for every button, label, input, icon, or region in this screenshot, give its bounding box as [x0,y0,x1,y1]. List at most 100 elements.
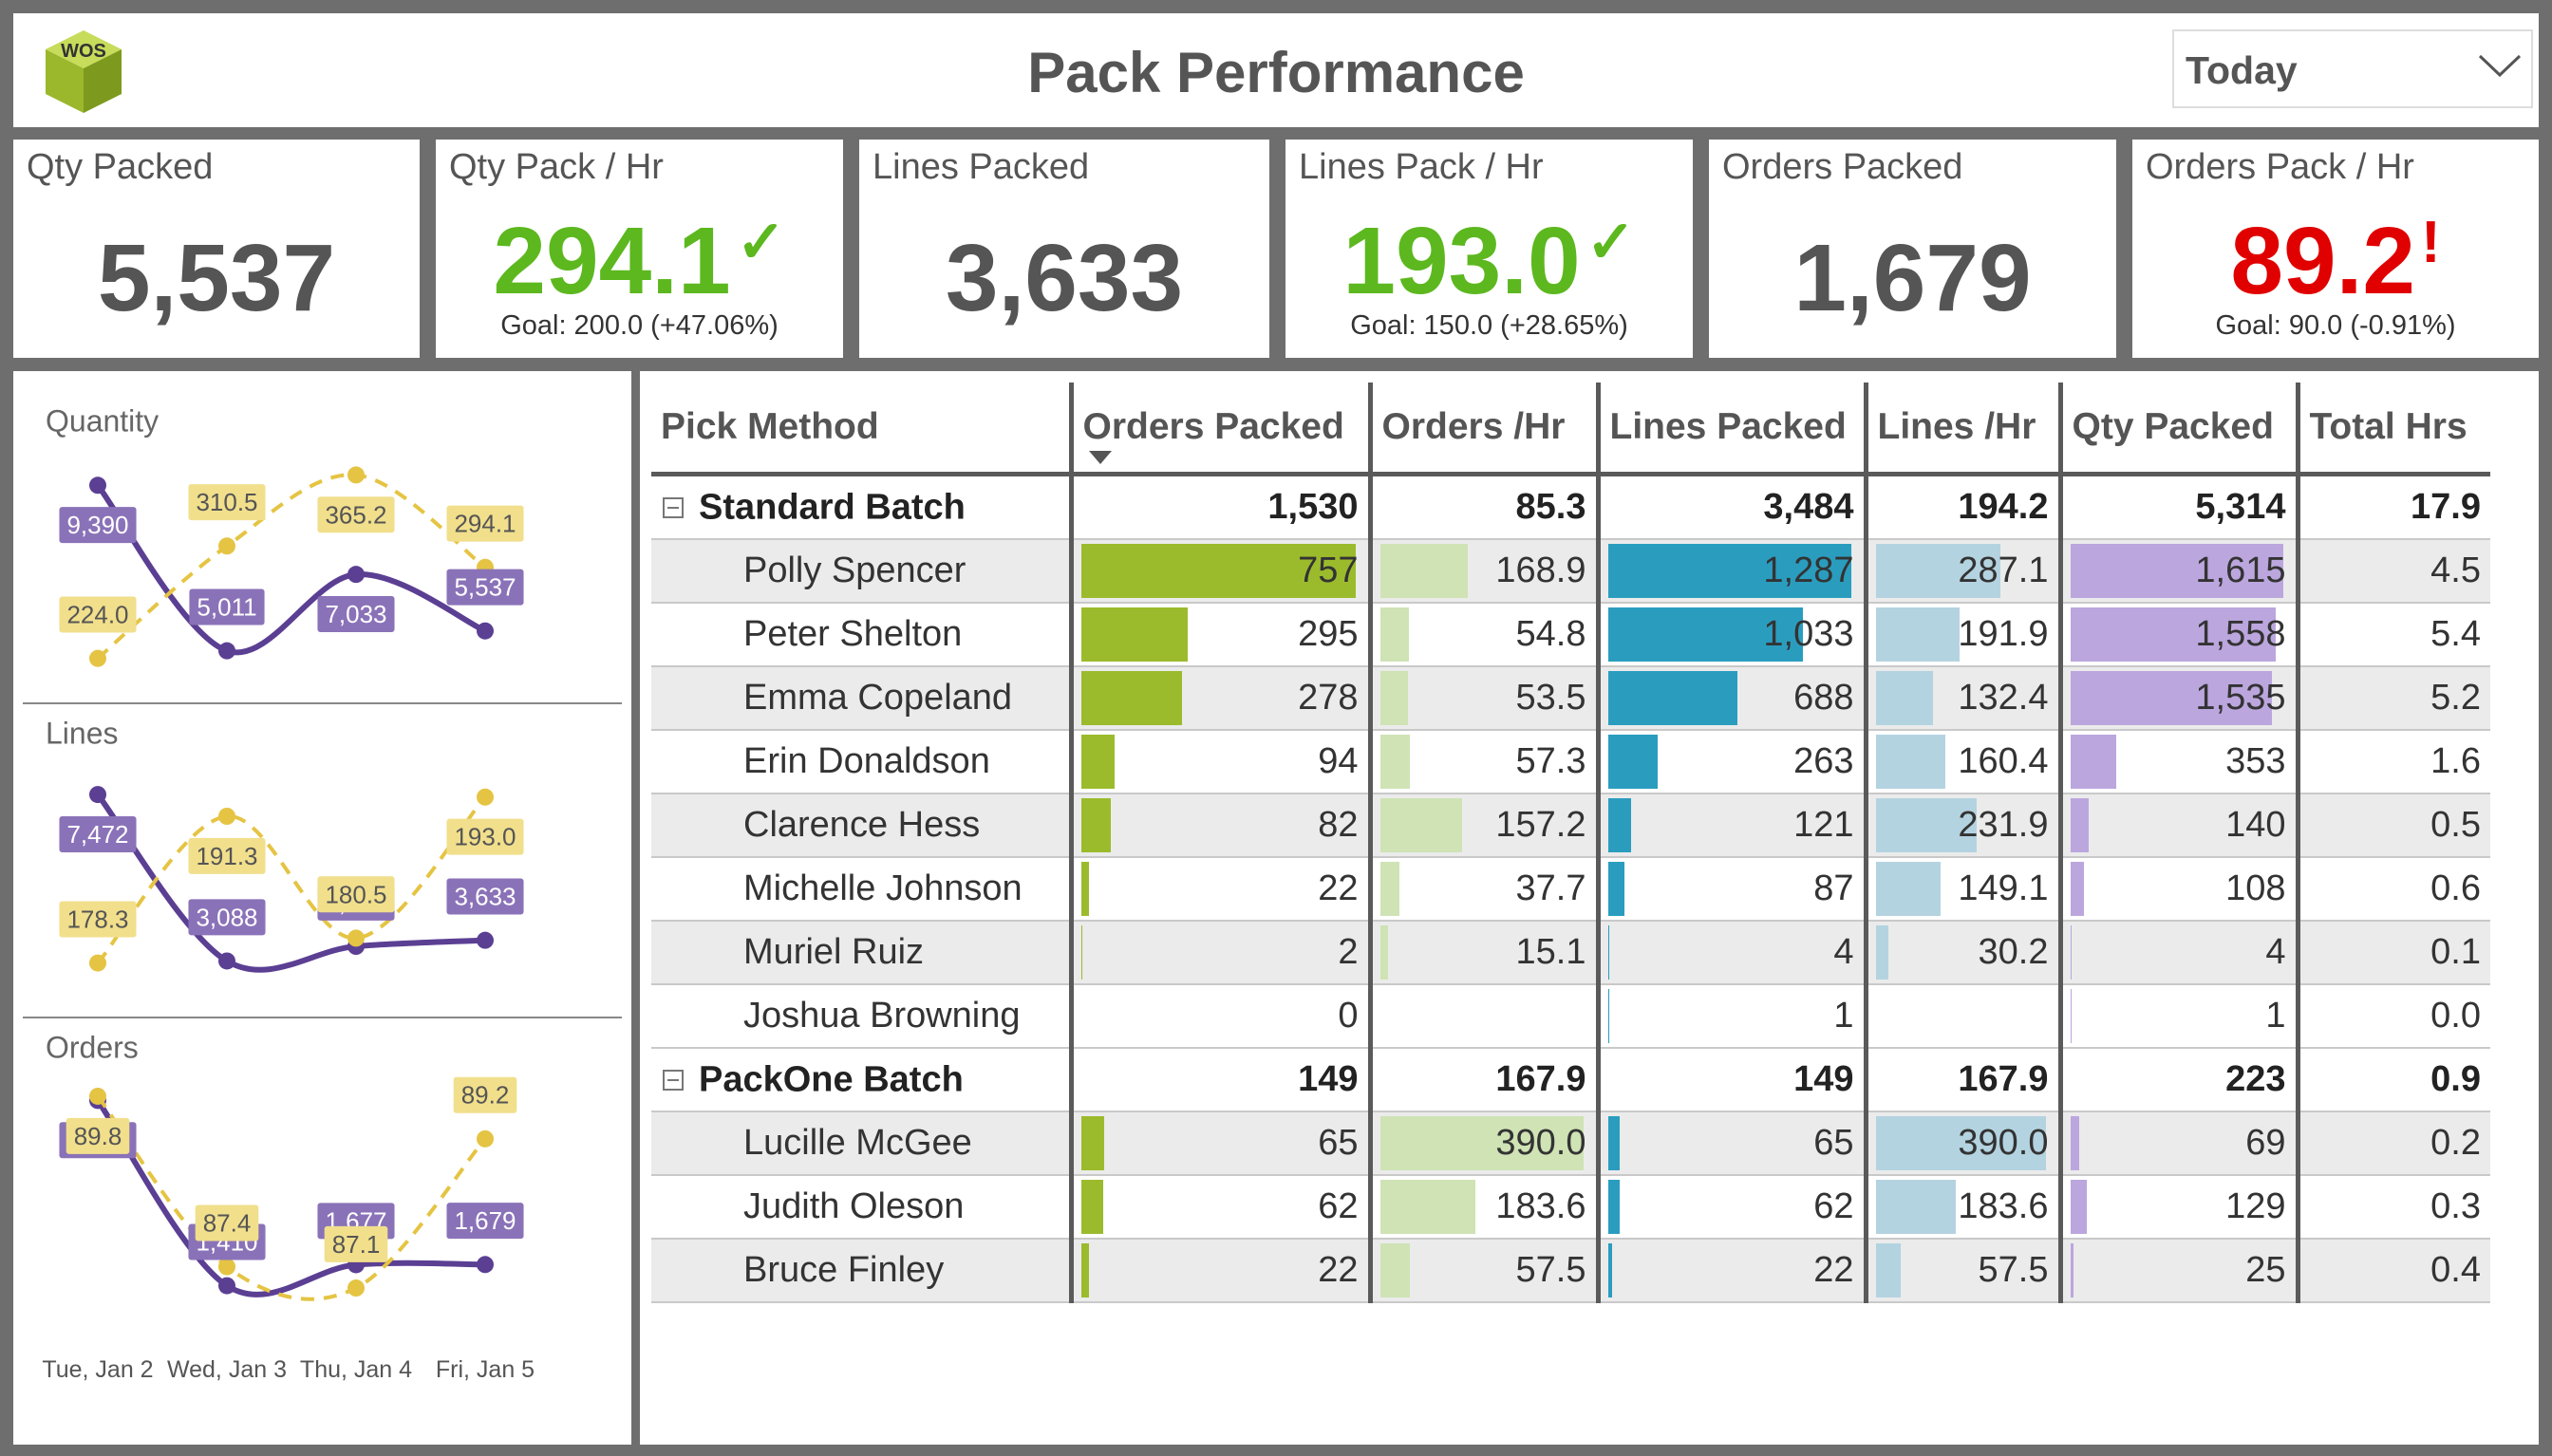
data-point [347,929,365,947]
data-bar [1080,925,1082,980]
data-bar [2070,798,2089,852]
data-bar [1875,735,1946,789]
cell-text: 295 [1298,614,1359,654]
data-label-text: 178.3 [66,905,128,933]
group-row: Standard Batch 1,530 85.3 3,484 194.2 5,314 17… [651,474,2490,540]
filter-value[interactable]: Today [2186,48,2298,92]
group-value: 85.3 [1367,474,1598,540]
logo: WOS [46,30,122,113]
data-label-text: 193.0 [454,823,516,851]
kpi-value: 193.0✓ [1285,214,1693,309]
table-body: Standard Batch 1,530 85.3 3,484 194.2 5,314 17… [651,474,2490,1303]
series-line [96,473,487,661]
kpi-number: 5,537 [97,225,336,331]
data-label-text: 3,633 [454,883,516,911]
value-cell: 168.9 [1367,539,1598,604]
cell-text: 132.4 [1958,678,2049,718]
kpi-title: Qty Pack / Hr [449,147,664,187]
data-label: 89.2 [453,1076,517,1113]
value-cell: 353 [2057,730,2298,794]
data-bar [1379,1180,1476,1234]
column-header[interactable]: Lines Packed [1595,383,1866,476]
data-bar [1607,1243,1612,1297]
value-cell: 132.4 [1863,666,2060,731]
data-label-box [446,878,524,915]
column-header[interactable]: Total Hrs [2295,383,2490,476]
data-label: 5,011 [189,588,265,625]
cell-text: 390.0 [1958,1123,2049,1163]
data-point [477,1129,494,1148]
date-filter[interactable]: Today [2172,29,2533,108]
cell-text: 0.3 [2430,1186,2481,1226]
data-bar [2070,1180,2088,1234]
data-label-text: 87.4 [203,1208,252,1237]
cell-text: 1,033 [1763,614,1854,654]
kpi-title: Orders Packed [1722,147,1963,187]
data-bar [1875,1243,1901,1297]
column-header[interactable]: Pick Method [651,383,1071,476]
data-label-box [188,484,266,521]
cell-text: 4 [1833,932,1854,972]
column-header[interactable]: Orders /Hr [1367,383,1598,476]
detail-row: Erin Donaldson 94 57.3 263 160.4 353 1.6 [651,730,2490,794]
kpi-card: Lines Pack / Hr 193.0✓ Goal: 150.0 (+28.65… [1285,140,1693,358]
chevron[interactable] [2476,52,2524,81]
data-label-box [66,1117,130,1154]
data-point [89,476,106,495]
data-point [218,537,235,555]
data-point [477,931,494,949]
data-point [218,1277,235,1295]
series-line [95,793,486,973]
collapse-icon[interactable] [663,497,684,519]
data-bar [1379,1116,1584,1170]
detail-row: Muriel Ruiz 2 15.1 4 30.2 4 0.1 [651,921,2490,985]
value-cell: 54.8 [1367,603,1598,667]
value-cell: 140 [2057,793,2298,858]
data-bar [2070,544,2283,598]
data-label: 7,033 [317,596,395,633]
cell-text: 0.5 [2430,805,2481,845]
cell-text: 168.9 [1495,551,1586,590]
group-value: 149 [1068,1048,1370,1112]
kpi-title: Qty Packed [27,147,214,187]
column-header[interactable]: Qty Packed [2057,383,2298,476]
column-header[interactable]: Orders Packed [1068,383,1370,476]
cell-text: 0.2 [2430,1123,2481,1163]
x-tick-label: Tue, Jan 2 [42,1356,153,1383]
cell-text: 5.4 [2430,614,2481,654]
data-bar [2070,1116,2080,1170]
data-label-text: 365.2 [325,500,386,529]
detail-row: Clarence Hess 82 157.2 121 231.9 140 0.5 [651,793,2490,858]
data-bar [1875,798,1977,852]
detail-row: Bruce Finley 22 57.5 22 57.5 25 0.4 [651,1239,2490,1303]
series-line [95,483,487,656]
kpi-goal: Goal: 150.0 (+28.65%) [1350,310,1628,341]
value-cell: 0.3 [2295,1175,2490,1240]
value-cell: 757 [1068,539,1370,604]
data-bar [1607,925,1609,980]
collapse-icon[interactable] [663,1070,684,1092]
cell-text: 1,558 [2195,614,2286,654]
data-label-text: 224.0 [66,601,128,629]
cell-text: 54.8 [1515,614,1586,654]
value-cell: 1,558 [2057,603,2298,667]
data-label: 5,537 [446,569,524,606]
series-line [95,1098,486,1297]
data-bar [2070,735,2117,789]
data-point [218,808,235,825]
value-cell: 1,287 [1595,539,1866,604]
group-value: 1,530 [1068,474,1370,540]
value-cell: 191.9 [1863,603,2060,667]
trend-panel: Quantity 9,390 5,011 7,033 5,537 224.0 310.5 36… [13,371,631,1445]
sort-arrow[interactable] [1088,451,1112,464]
column-header[interactable]: Lines /Hr [1863,383,2060,476]
data-point [89,1087,106,1105]
data-bar [1379,862,1400,916]
data-point [218,1258,235,1276]
series-line [96,1094,487,1301]
data-label: 193.0 [446,818,524,855]
cell-text: 2 [1338,932,1359,972]
value-cell: 15.1 [1367,921,1598,985]
value-cell: 57.3 [1367,730,1598,794]
